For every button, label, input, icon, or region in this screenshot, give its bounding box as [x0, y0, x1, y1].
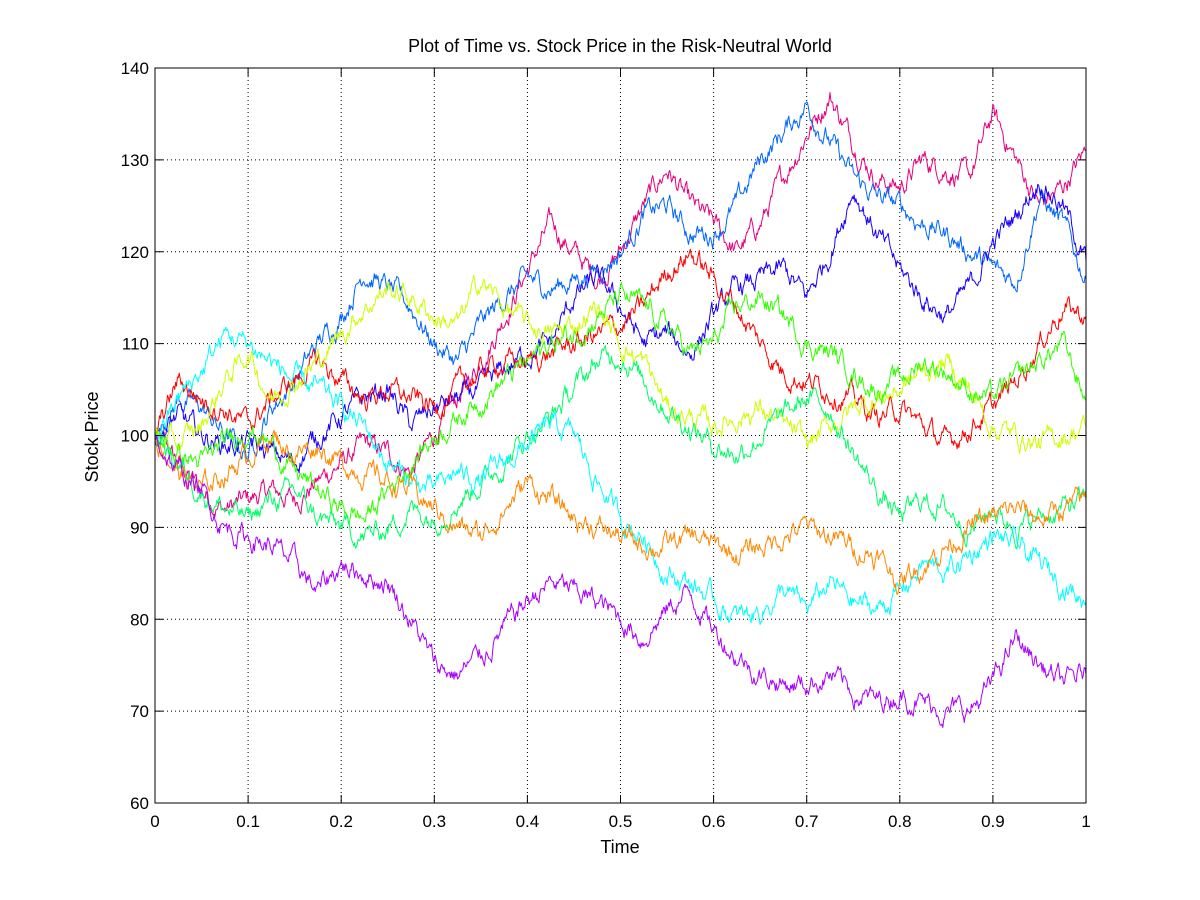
series-line-4 — [154, 248, 1087, 450]
series-line-10 — [154, 435, 1087, 728]
y-tick-label: 90 — [130, 518, 149, 537]
y-tick-label: 100 — [121, 427, 149, 446]
series-line-5 — [154, 274, 1087, 455]
series-line-3 — [154, 184, 1087, 474]
chart-title: Plot of Time vs. Stock Price in the Risk… — [408, 36, 832, 56]
x-tick-label: 0.6 — [702, 812, 726, 831]
series-line-2 — [154, 101, 1087, 462]
series-line-8 — [155, 326, 1087, 625]
series-line-9 — [154, 429, 1087, 596]
x-tick-label: 0.2 — [329, 812, 353, 831]
x-tick-label: 0 — [150, 812, 159, 831]
x-tick-label: 0.8 — [888, 812, 912, 831]
y-tick-label: 80 — [130, 610, 149, 629]
y-axis-title: Stock Price — [82, 391, 102, 482]
axis-ticks: 0 0.1 0.2 0.3 0.4 0.5 0.6 0.7 0.8 0.9 1 60 70 80 90 100… — [121, 59, 1091, 831]
x-tick-label: 0.5 — [609, 812, 633, 831]
y-tick-label: 110 — [122, 335, 149, 354]
y-tick-label: 60 — [130, 794, 149, 813]
series-lines — [154, 92, 1087, 728]
x-tick-label: 1 — [1081, 812, 1090, 831]
grid-lines — [155, 68, 1086, 803]
x-tick-label: 0.1 — [236, 812, 260, 831]
y-tick-label: 120 — [121, 243, 149, 262]
y-tick-label: 70 — [130, 702, 149, 721]
x-tick-label: 0.4 — [516, 812, 540, 831]
x-axis-title: Time — [600, 837, 639, 857]
series-line-1 — [154, 92, 1087, 517]
series-line-6 — [154, 282, 1087, 523]
y-tick-label: 130 — [121, 151, 149, 170]
y-tick-label: 140 — [121, 59, 149, 78]
x-tick-label: 0.7 — [795, 812, 819, 831]
x-tick-label: 0.3 — [422, 812, 446, 831]
x-tick-label: 0.9 — [981, 812, 1005, 831]
series-line-7 — [154, 345, 1087, 550]
